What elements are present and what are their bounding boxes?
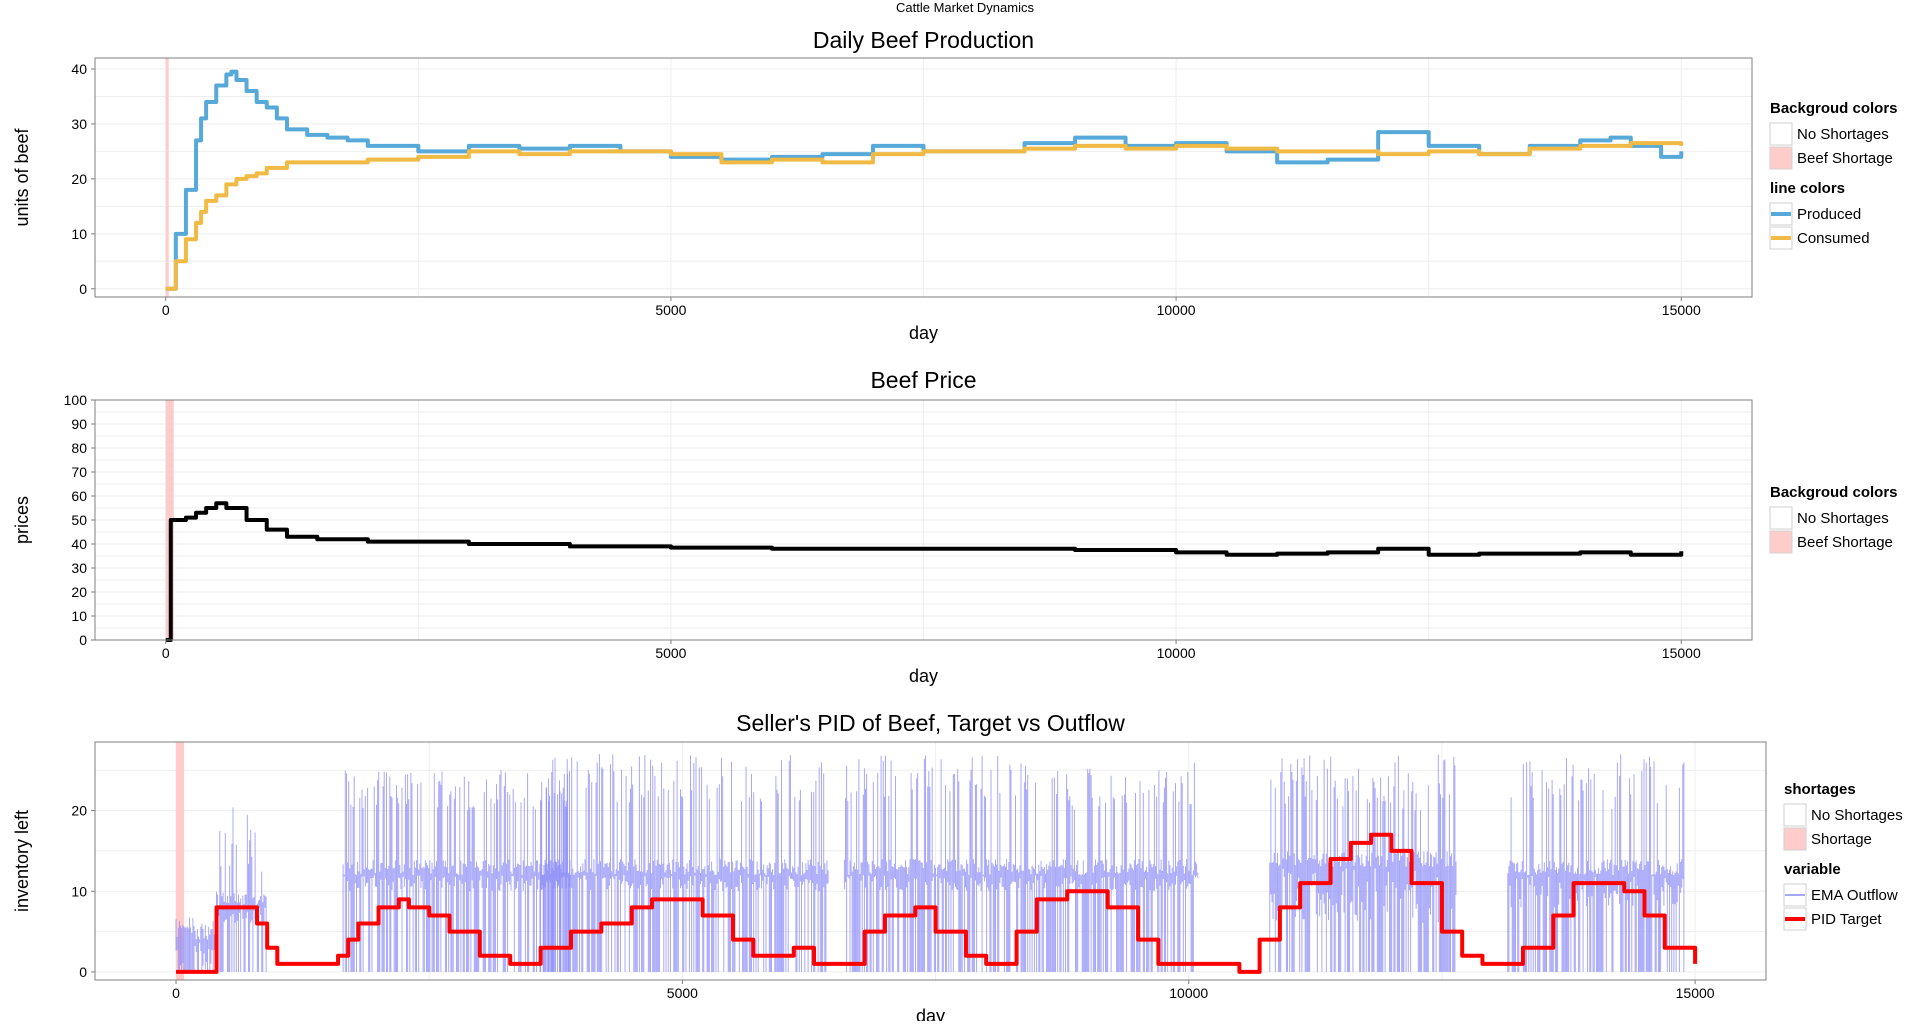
y-tick-label: 10	[71, 883, 87, 899]
y-tick-label: 10	[71, 608, 87, 624]
x-axis-label: day	[909, 666, 938, 686]
legend-label: No Shortages	[1797, 126, 1889, 143]
legend-group-title: shortages	[1784, 781, 1856, 798]
legend-label: Shortage	[1811, 831, 1872, 848]
legend-label: Consumed	[1797, 230, 1870, 247]
series-ema-outflow	[176, 754, 1684, 972]
ema-outflow-region	[1017, 763, 1198, 972]
legend-group-title: line colors	[1770, 180, 1845, 197]
chart-title: Daily Beef Production	[813, 27, 1034, 53]
legend: shortages No Shortages Shortage variable EMA…	[1784, 781, 1903, 930]
x-tick-label: 10000	[1169, 985, 1208, 1001]
y-tick-label: 30	[71, 116, 87, 132]
y-tick-label: 20	[71, 584, 87, 600]
y-tick-label: 90	[71, 416, 87, 432]
x-tick-label: 5000	[655, 645, 686, 661]
x-tick-label: 15000	[1662, 302, 1701, 318]
y-axis-label: inventory left	[12, 810, 32, 912]
legend-label: Produced	[1797, 206, 1861, 223]
chart-title: Seller's PID of Beef, Target vs Outflow	[736, 710, 1125, 736]
legend-label: PID Target	[1811, 911, 1882, 928]
x-tick-label: 15000	[1676, 985, 1715, 1001]
x-tick-label: 0	[162, 302, 170, 318]
y-axis-label: prices	[12, 496, 32, 544]
y-tick-label: 0	[79, 632, 87, 648]
chart-title: Beef Price	[870, 367, 976, 393]
x-tick-label: 5000	[667, 985, 698, 1001]
shortage-band	[166, 58, 169, 297]
legend-swatch	[1784, 828, 1806, 850]
y-tick-label: 10	[71, 226, 87, 242]
x-tick-label: 15000	[1662, 645, 1701, 661]
ema-outflow-region	[1508, 754, 1684, 972]
x-tick-label: 10000	[1157, 302, 1196, 318]
ema-outflow-region	[343, 770, 570, 972]
x-tick-label: 10000	[1157, 645, 1196, 661]
legend-swatch	[1770, 507, 1792, 529]
legend-label: Beef Shortage	[1797, 150, 1893, 167]
legend-swatch	[1770, 123, 1792, 145]
grid	[95, 400, 1752, 640]
x-tick-label: 0	[162, 645, 170, 661]
legend-label: No Shortages	[1811, 807, 1903, 824]
legend: Backgroud colors No Shortages Beef Shortag…	[1770, 100, 1898, 249]
y-tick-label: 0	[79, 964, 87, 980]
y-axis-label: units of beef	[12, 127, 32, 226]
x-tick-label: 0	[172, 985, 180, 1001]
grid	[95, 58, 1752, 297]
legend: Backgroud colors No Shortages Beef Shortag…	[1770, 484, 1898, 553]
chart-panel-1: 0 5000 10000 15000 0 10 20 30 40 Daily Beef Produ…	[12, 27, 1898, 343]
y-tick-label: 100	[64, 392, 88, 408]
y-tick-label: 40	[71, 536, 87, 552]
legend-label: Beef Shortage	[1797, 534, 1893, 551]
x-tick-label: 5000	[655, 302, 686, 318]
y-tick-label: 60	[71, 488, 87, 504]
legend-group-title: Backgroud colors	[1770, 100, 1898, 117]
y-tick-label: 0	[79, 281, 87, 297]
legend-swatch	[1770, 531, 1792, 553]
legend-swatch	[1784, 804, 1806, 826]
y-tick-label: 50	[71, 512, 87, 528]
y-tick-label: 20	[71, 803, 87, 819]
ema-outflow-region	[217, 807, 267, 972]
legend-label: EMA Outflow	[1811, 887, 1898, 904]
ema-outflow-region	[1270, 755, 1456, 972]
figure-suptitle: Cattle Market Dynamics	[896, 0, 1034, 15]
legend-label: No Shortages	[1797, 510, 1889, 527]
x-axis-label: day	[916, 1006, 945, 1021]
y-tick-label: 40	[71, 61, 87, 77]
legend-group-title: variable	[1784, 861, 1841, 878]
y-tick-label: 70	[71, 464, 87, 480]
chart-panel-3: 0 5000 10000 15000 0 10 20 Seller's PID of Beef…	[12, 710, 1903, 1021]
ema-outflow-region	[541, 754, 829, 972]
legend-group-title: Backgroud colors	[1770, 484, 1898, 501]
y-tick-label: 30	[71, 560, 87, 576]
y-tick-label: 20	[71, 171, 87, 187]
x-axis-label: day	[909, 323, 938, 343]
ema-outflow-region	[844, 756, 1015, 972]
y-tick-label: 80	[71, 440, 87, 456]
chart-panel-2: 0 5000 10000 15000 0 10 20 30 40 50 60 70 80 90 100 Bee…	[12, 367, 1898, 686]
legend-swatch	[1770, 147, 1792, 169]
